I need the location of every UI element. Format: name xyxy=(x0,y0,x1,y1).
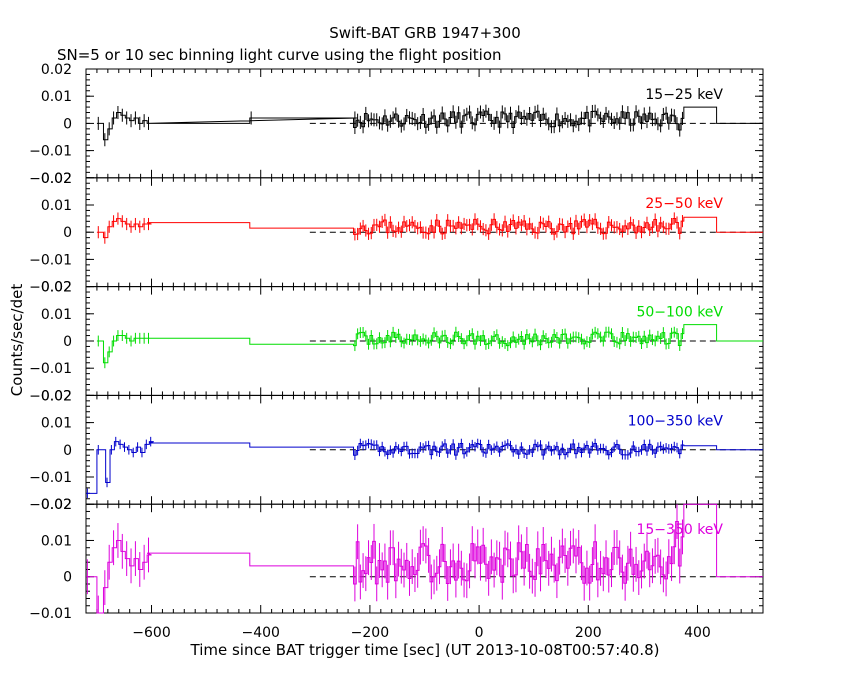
panel-5: −0.01 0 0.01 0.02 15−350 keV xyxy=(29,497,764,622)
y-tick-label: −0.02 xyxy=(29,388,72,404)
band-label: 15−350 keV xyxy=(636,522,723,538)
light-curve-series xyxy=(86,503,763,614)
panel-2: −0.02 −0.01 0 0.01 0.02 25−50 keV xyxy=(29,171,764,296)
y-tick-label: −0.01 xyxy=(29,361,72,377)
y-tick-label: 0.01 xyxy=(41,416,72,432)
band-label: 15−25 keV xyxy=(645,87,723,103)
panel-4: −0.02 −0.01 0 0.01 0.02 100−350 keV xyxy=(29,388,764,513)
y-tick-label: 0.02 xyxy=(41,171,72,187)
x-axis-label: Time since BAT trigger time [sec] (UT 20… xyxy=(190,641,660,659)
y-tick-label: −0.02 xyxy=(29,171,72,187)
y-tick-label: −0.02 xyxy=(29,280,72,296)
y-tick-label: 0 xyxy=(63,570,72,586)
y-tick-label: 0.02 xyxy=(41,497,72,513)
panel-3: −0.02 −0.01 0 0.01 0.02 50−100 keV xyxy=(29,280,764,404)
y-tick-label: 0.01 xyxy=(41,307,72,323)
x-tick-label: −600 xyxy=(132,625,170,641)
chart-subtitle: SN=5 or 10 sec binning light curve using… xyxy=(57,46,502,64)
y-tick-label: 0.02 xyxy=(41,388,72,404)
y-tick-label: 0.01 xyxy=(41,198,72,214)
x-tick-label: −200 xyxy=(351,625,389,641)
y-tick-label: 0.01 xyxy=(41,533,72,549)
light-curve-series xyxy=(86,441,763,494)
y-tick-label: 0.01 xyxy=(41,89,72,105)
x-tick-label: 200 xyxy=(575,625,602,641)
x-tick-label: −400 xyxy=(241,625,279,641)
y-tick-label: −0.01 xyxy=(29,144,72,160)
y-tick-label: 0 xyxy=(63,225,72,241)
band-label: 25−50 keV xyxy=(645,196,723,212)
x-tick-label: 400 xyxy=(684,625,711,641)
light-curve-series xyxy=(96,106,763,141)
panel-frame xyxy=(85,503,764,614)
y-tick-label: −0.02 xyxy=(29,497,72,513)
band-label: 50−100 keV xyxy=(636,305,723,321)
y-tick-label: 0 xyxy=(63,334,72,350)
x-tick-label: 0 xyxy=(475,625,484,641)
y-tick-label: 0.02 xyxy=(41,62,72,78)
y-tick-label: 0 xyxy=(63,443,72,459)
y-tick-label: 0 xyxy=(63,116,72,132)
chart-title: Swift-BAT GRB 1947+300 xyxy=(329,24,521,42)
y-axis-label: Counts/sec/det xyxy=(8,284,26,397)
y-tick-label: −0.01 xyxy=(29,606,72,622)
y-tick-label: 0.02 xyxy=(41,280,72,296)
panel-1: −0.02 −0.01 0 0.01 0.02 15−25 keV xyxy=(29,62,764,187)
band-label: 100−350 keV xyxy=(628,413,724,429)
y-tick-label: −0.01 xyxy=(29,252,72,268)
y-tick-label: −0.01 xyxy=(29,470,72,486)
panels-group: −0.02 −0.01 0 0.01 0.02 15−25 keV −0.02 −0.01 0 0… xyxy=(29,62,764,641)
